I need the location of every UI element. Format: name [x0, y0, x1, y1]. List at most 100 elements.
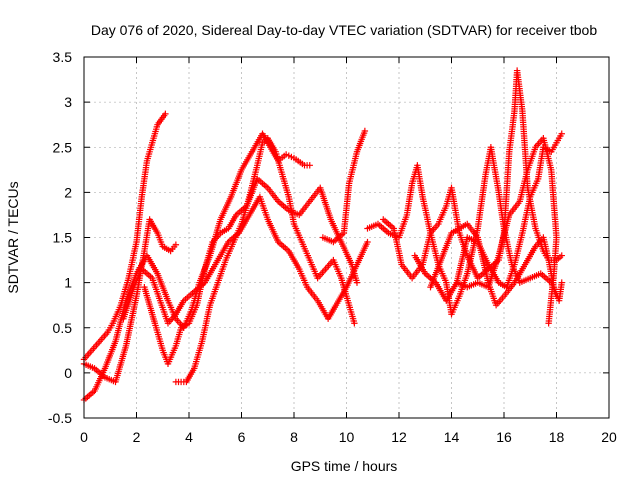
x-axis-label: GPS time / hours [291, 458, 398, 474]
data-marker-run [169, 243, 178, 253]
y-tick-label: 2.5 [53, 139, 73, 155]
data-point [306, 162, 313, 169]
data-marker-run [514, 69, 526, 113]
data-marker-run [496, 213, 512, 257]
data-marker-run [202, 263, 218, 284]
data-marker-run [549, 141, 559, 153]
data-marker-run [517, 168, 531, 203]
data-marker-run [444, 281, 459, 302]
data-marker-run [226, 213, 239, 230]
data-marker-run [112, 344, 129, 383]
series-track-6 [172, 135, 358, 386]
series-track-4 [120, 193, 371, 327]
y-tick-label: 1 [64, 275, 72, 291]
data-marker-run [458, 221, 469, 231]
axis-ticks [83, 56, 610, 419]
data-marker-run [191, 340, 205, 370]
data-marker-run [518, 275, 532, 285]
data-marker-run [82, 389, 96, 402]
data-marker-run [175, 378, 187, 386]
data-point [545, 320, 552, 327]
data-marker-run [120, 286, 137, 320]
data-marker-run [292, 156, 306, 168]
data-point [558, 130, 565, 137]
data-marker-run [507, 200, 522, 217]
data-marker-run [338, 277, 349, 298]
y-tick-label: 2 [64, 184, 72, 200]
data-marker-run [366, 221, 380, 231]
data-marker-run [276, 240, 291, 253]
data-marker-run [414, 164, 426, 198]
series-track-5 [141, 175, 361, 368]
data-marker-run [257, 195, 271, 221]
data-marker-run [239, 150, 254, 171]
data-marker-run [556, 281, 565, 302]
data-marker-run [112, 299, 129, 343]
data-marker-run [145, 254, 160, 275]
data-marker-run [331, 231, 346, 244]
x-tick-label: 2 [133, 429, 141, 445]
data-marker-run [504, 263, 517, 289]
data-marker-run [215, 259, 229, 284]
data-marker-run [223, 241, 236, 261]
data-marker-run [349, 263, 360, 284]
data-marker-run [528, 177, 541, 198]
data-marker-run [199, 304, 213, 343]
data-point [162, 110, 169, 118]
data-marker-run [404, 182, 415, 216]
y-tick-label: 3.5 [53, 49, 73, 65]
data-marker-run [273, 150, 286, 180]
data-marker-run [428, 222, 440, 235]
data-point [172, 241, 180, 248]
data-marker-run [511, 232, 525, 266]
data-marker-run [161, 244, 172, 254]
y-tick-label: 0 [64, 365, 72, 381]
data-marker-run [179, 321, 191, 330]
data-marker-run [550, 236, 560, 275]
chart-title: Day 076 of 2020, Sidereal Day-to-day VTE… [91, 22, 598, 38]
data-marker-run [419, 195, 434, 234]
data-marker-run [82, 361, 96, 371]
data-marker-run [449, 295, 462, 316]
data-marker-run [438, 231, 454, 262]
data-marker-run [476, 280, 490, 290]
data-marker-run [354, 129, 368, 153]
data-marker-run [265, 218, 281, 244]
data-marker-run [131, 268, 144, 289]
data-marker-run [381, 217, 396, 231]
data-marker-run [246, 164, 260, 198]
data-marker-run [261, 136, 270, 145]
y-tick-label: 0.5 [53, 320, 73, 336]
x-tick-label: 16 [496, 429, 512, 445]
data-marker-run [316, 267, 328, 280]
y-tick-label: 3 [64, 94, 72, 110]
data-marker-run [331, 259, 344, 280]
data-marker-run [502, 281, 517, 298]
data-marker-run [297, 268, 310, 289]
data-marker-run [213, 240, 231, 266]
data-marker-run [182, 290, 196, 303]
data-marker-run [396, 214, 410, 239]
data-marker-run [202, 241, 216, 270]
data-marker-run [529, 271, 542, 281]
data-marker-run [539, 271, 553, 285]
data-marker-run [340, 182, 353, 234]
data-marker-run [194, 268, 208, 307]
data-marker-run [103, 375, 117, 385]
data-marker-run [317, 186, 334, 221]
data-point [353, 279, 361, 286]
data-marker-run [93, 366, 107, 380]
data-marker-run [211, 231, 223, 244]
data-marks [80, 67, 565, 404]
data-marker-run [207, 281, 221, 307]
data-marker-run [219, 226, 230, 236]
data-marker-run [545, 272, 557, 325]
data-marker-run [497, 280, 508, 290]
data-marker-run [281, 177, 292, 198]
data-marker-run [118, 277, 132, 307]
data-marker-run [138, 159, 150, 198]
data-marker-run [141, 218, 153, 252]
data-marker-run [147, 218, 160, 235]
x-tick-label: 20 [601, 429, 617, 445]
